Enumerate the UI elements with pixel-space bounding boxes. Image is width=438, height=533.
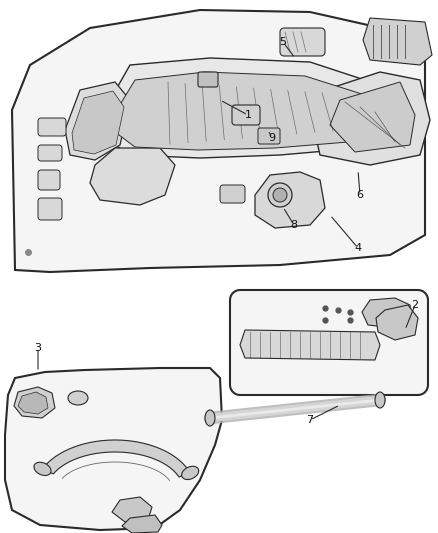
Polygon shape (18, 392, 48, 414)
Polygon shape (38, 198, 62, 220)
Ellipse shape (375, 392, 385, 408)
Polygon shape (198, 72, 218, 87)
Text: 6: 6 (357, 190, 364, 200)
Polygon shape (376, 305, 418, 340)
Polygon shape (38, 118, 66, 136)
Polygon shape (105, 58, 385, 158)
Polygon shape (258, 128, 280, 144)
Text: 5: 5 (279, 37, 286, 47)
Text: 1: 1 (244, 110, 251, 120)
Ellipse shape (68, 391, 88, 405)
Circle shape (268, 183, 292, 207)
Polygon shape (122, 515, 162, 533)
Polygon shape (230, 290, 428, 395)
Text: 9: 9 (268, 133, 276, 143)
Polygon shape (90, 148, 175, 205)
Polygon shape (240, 330, 380, 360)
Polygon shape (38, 170, 60, 190)
Polygon shape (220, 185, 245, 203)
Text: 3: 3 (35, 343, 42, 353)
Text: 4: 4 (354, 243, 361, 253)
Polygon shape (5, 368, 222, 530)
Text: 8: 8 (290, 220, 297, 230)
Ellipse shape (34, 462, 51, 475)
Ellipse shape (205, 410, 215, 426)
Ellipse shape (182, 466, 199, 480)
Polygon shape (14, 387, 55, 418)
Polygon shape (312, 72, 430, 165)
Polygon shape (38, 145, 62, 161)
Polygon shape (112, 497, 152, 522)
Polygon shape (363, 18, 432, 65)
Polygon shape (232, 105, 260, 125)
Polygon shape (72, 91, 124, 154)
Polygon shape (42, 440, 190, 477)
Polygon shape (12, 10, 425, 272)
Text: 2: 2 (411, 300, 419, 310)
Polygon shape (362, 298, 412, 328)
Circle shape (273, 188, 287, 202)
Polygon shape (65, 82, 130, 160)
Polygon shape (330, 82, 415, 152)
Text: 7: 7 (307, 415, 314, 425)
Polygon shape (115, 72, 368, 150)
Polygon shape (255, 172, 325, 228)
Polygon shape (280, 28, 325, 56)
